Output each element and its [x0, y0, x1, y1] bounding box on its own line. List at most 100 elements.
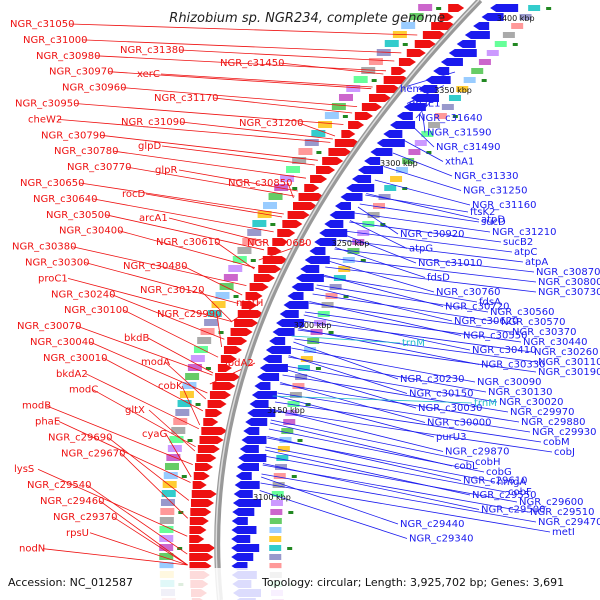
- forward-gene-arrow: [414, 40, 436, 48]
- reverse-gene-arrow: [251, 391, 277, 399]
- reverse-gene-label: NGR_c30560: [490, 307, 555, 318]
- reverse-leader-line: [329, 257, 537, 283]
- annotation-box: [277, 446, 290, 452]
- annotation-box: [270, 509, 283, 515]
- annotation-box: [421, 131, 434, 137]
- forward-gene-arrow: [197, 445, 220, 453]
- annotation-box: [164, 463, 179, 470]
- forward-gene-label: NGR_c30010: [43, 353, 108, 364]
- forward-leader-line: [148, 409, 196, 452]
- reverse-gene-label: NGR_c30130: [488, 387, 553, 398]
- forward-leader-line: [107, 437, 190, 501]
- forward-gene-label: NGR_c30640: [33, 194, 98, 205]
- annotation-box: [361, 67, 376, 74]
- label-leader-lines: [37, 23, 553, 566]
- annotation-box: [329, 284, 342, 290]
- forward-gene-arrow: [189, 517, 209, 525]
- reverse-gene-label: atpD: [481, 215, 505, 226]
- reverse-gene-label: NGR_c30550: [463, 331, 528, 342]
- annotation-box: [367, 212, 380, 218]
- forward-gene-label: modC: [69, 385, 98, 396]
- forward-gene-arrow: [439, 13, 454, 21]
- reverse-gene-arrow: [448, 49, 477, 57]
- forward-gene-label: NGR_c30240: [51, 289, 116, 300]
- reverse-gene-label: cobL: [454, 461, 478, 472]
- annotation-box: [276, 455, 289, 461]
- annotation-box: [175, 409, 190, 416]
- trna-label: trnM: [474, 398, 497, 409]
- reverse-gene-label: NGR_c30330: [481, 360, 546, 371]
- annotation-box: [197, 337, 212, 344]
- forward-leader-line: [215, 241, 255, 270]
- forward-leader-line: [105, 214, 265, 251]
- annotation-box: [441, 104, 454, 110]
- annotation-box: [456, 86, 469, 92]
- annotation-box: [268, 193, 283, 200]
- forward-gene-arrow: [189, 553, 214, 561]
- reverse-leader-line: [284, 368, 417, 409]
- reverse-leader-line: [325, 266, 537, 293]
- annotation-box: [237, 247, 252, 254]
- forward-gene-label: phaE: [35, 417, 60, 428]
- forward-leader-line: [69, 23, 418, 36]
- reverse-leader-line: [397, 71, 456, 90]
- reverse-gene-arrow: [425, 76, 451, 84]
- annotation-box: [159, 553, 174, 560]
- forward-gene-label: NGR_c31170: [154, 93, 219, 104]
- annotation-box: [171, 427, 186, 434]
- reverse-leader-line: [293, 341, 399, 380]
- annotation-box: [269, 527, 282, 533]
- annotation-box: [163, 472, 178, 479]
- reverse-gene-arrow: [340, 193, 363, 201]
- forward-gene-label: NGR_c30980: [36, 51, 101, 62]
- forward-gene-label: lpdA2: [225, 358, 254, 369]
- forward-gene-label: NGR_c30650: [20, 178, 85, 189]
- reverse-leader-line: [342, 233, 417, 264]
- forward-leader-line: [179, 49, 395, 62]
- reverse-leader-line: [297, 329, 537, 363]
- annotation-box: [286, 166, 301, 173]
- forward-gene-arrow: [203, 418, 219, 426]
- reverse-gene-arrow: [231, 526, 257, 534]
- forward-leader-line: [160, 73, 373, 88]
- forward-gene-label: bkdA2: [56, 369, 88, 380]
- reverse-gene-arrow: [481, 13, 504, 21]
- reverse-gene-label: NGR_c30720: [445, 302, 510, 313]
- reverse-leader-line: [415, 98, 434, 119]
- reverse-gene-label: NGR_c30920: [400, 229, 465, 240]
- forward-gene-label: arcA1: [139, 213, 168, 224]
- reverse-gene-label: NGR_c31160: [472, 200, 537, 211]
- forward-leader-line: [181, 385, 201, 426]
- annotation-box: [257, 211, 272, 218]
- forward-gene-label: NGR_c29540: [27, 480, 92, 491]
- forward-leader-line: [168, 217, 268, 244]
- feature-marker: [181, 475, 187, 478]
- reverse-gene-arrow: [319, 229, 348, 237]
- forward-leader-line: [108, 71, 372, 90]
- forward-leader-line: [145, 193, 283, 218]
- forward-gene-label: modA: [141, 357, 170, 368]
- reverse-gene-arrow: [287, 292, 304, 300]
- reverse-gene-arrow: [295, 274, 324, 282]
- forward-gene-arrow: [191, 490, 217, 498]
- forward-gene-label: NGR_c29690: [48, 432, 113, 443]
- feature-marker: [452, 115, 458, 118]
- reverse-leader-line: [335, 247, 426, 278]
- kbp-tick-label: 3300 kbp: [380, 159, 418, 168]
- annotation-box: [384, 40, 399, 47]
- reverse-gene-label: sucD: [481, 217, 506, 228]
- reverse-leader-line: [291, 347, 476, 383]
- reverse-leader-line: [268, 428, 485, 473]
- reverse-leader-line: [357, 206, 399, 235]
- reverse-gene-label: metI: [552, 527, 575, 538]
- forward-gene-label: NGR_c30500: [46, 210, 111, 221]
- reverse-leader-line: [422, 112, 426, 133]
- reverse-leader-line: [402, 139, 444, 162]
- kbp-ticks: 3400 kbp 3350 kbp 3300 kbp 3250 kbp 3200 kbp…: [253, 14, 534, 502]
- reverse-leader-line: [354, 212, 491, 233]
- forward-leader-line: [126, 166, 295, 197]
- forward-leader-line: [84, 262, 239, 304]
- annotation-box: [401, 22, 416, 29]
- forward-gene-label: nodN: [19, 544, 45, 555]
- forward-leader-line: [123, 309, 219, 358]
